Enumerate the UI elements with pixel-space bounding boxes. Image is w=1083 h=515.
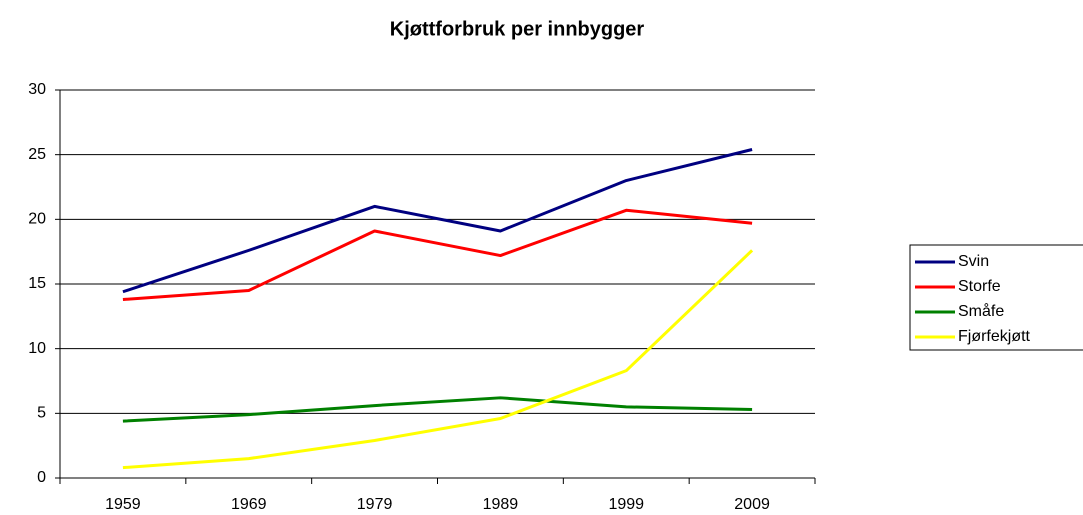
y-tick-label: 20 [28,211,46,228]
x-tick-label: 1999 [608,496,644,513]
series-line [122,148,753,294]
x-tick-label: 1989 [483,496,519,513]
y-tick-label: 5 [37,405,46,422]
legend-label: Småfe [958,302,1004,320]
chart-title: Kjøttforbruk per innbygger [390,18,645,40]
series-line [122,249,754,470]
y-tick-label: 25 [28,146,46,163]
legend-label: Storfe [958,278,1001,295]
y-tick-label: 15 [28,275,46,292]
y-tick-label: 30 [28,81,46,98]
y-tick-label: 10 [28,340,46,357]
series-line [122,396,753,423]
y-tick-label: 0 [37,469,46,486]
x-tick-label: 1969 [231,496,267,513]
x-tick-label: 2009 [734,496,770,513]
legend-label: Fjørfekjøtt [958,328,1031,345]
legend-label: Svin [958,253,989,270]
x-tick-label: 1979 [357,496,393,513]
x-tick-label: 1959 [105,496,141,513]
series-line [122,208,753,302]
